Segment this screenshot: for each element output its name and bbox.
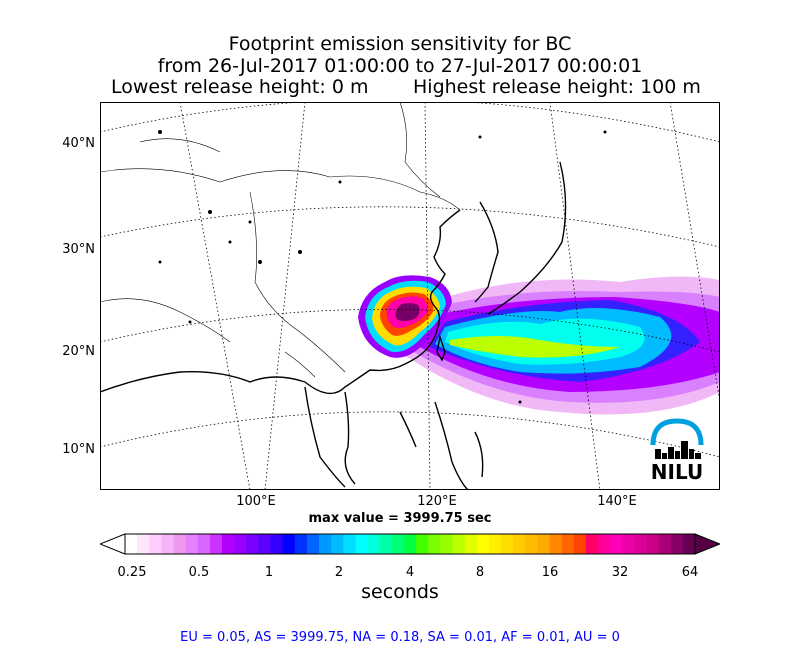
colorbar-segment <box>428 534 441 554</box>
colorbar-segment <box>585 534 599 554</box>
colorbar-segment <box>670 534 684 554</box>
colorbar-segment <box>440 534 453 554</box>
colorbar <box>100 533 720 555</box>
colorbar-segment <box>125 534 138 554</box>
colorbar-segment <box>549 534 563 554</box>
nilu-logo: NILU <box>650 418 704 483</box>
colorbar-segment <box>682 534 696 554</box>
lowest-release-height: Lowest release height: 0 m <box>111 76 369 98</box>
lat-label-30n: 30°N <box>62 242 95 257</box>
footprint-map <box>100 102 720 490</box>
colorbar-max-extend <box>694 533 720 555</box>
colorbar-segment <box>403 534 417 554</box>
colorbar-segment <box>525 534 538 554</box>
colorbar-tick-1: 1 <box>264 565 274 580</box>
country-borders <box>100 102 461 378</box>
colorbar-segment <box>282 534 296 554</box>
colorbar-segment <box>561 534 575 554</box>
emission-plume <box>358 275 720 415</box>
colorbar-segment <box>488 534 502 554</box>
colorbar-segment <box>197 534 211 554</box>
islands <box>158 130 607 404</box>
colorbar-segment <box>416 534 429 554</box>
colorbar-segment <box>367 534 381 554</box>
lat-label-20n: 20°N <box>62 344 95 359</box>
colorbar-segment <box>234 534 247 554</box>
colorbar-tick-64: 64 <box>681 565 699 580</box>
colorbar-segment <box>610 534 623 554</box>
colorbar-tick-32: 32 <box>611 565 629 580</box>
colorbar-segment <box>379 534 393 554</box>
highest-release-height: Highest release height: 100 m <box>413 76 701 98</box>
colorbar-segment <box>464 534 478 554</box>
colorbar-segment <box>331 534 344 554</box>
colorbar-segment <box>452 534 466 554</box>
colorbar-segment <box>270 534 284 554</box>
colorbar-segment <box>537 534 550 554</box>
colorbar-tick-0-5: 0.5 <box>188 565 210 580</box>
colorbar-units: seconds <box>361 581 439 603</box>
colorbar-segment <box>634 534 647 554</box>
colorbar-segment <box>319 534 332 554</box>
colorbar-segment <box>343 534 356 554</box>
colorbar-tick-16: 16 <box>541 565 559 580</box>
colorbar-tick-4: 4 <box>405 565 415 580</box>
colorbar-tick-0-25: 0.25 <box>117 565 147 580</box>
logo-text: NILU <box>651 460 703 483</box>
colorbar-segment <box>137 534 150 554</box>
colorbar-segment <box>161 534 175 554</box>
colorbar-border <box>124 533 696 555</box>
colorbar-segment <box>646 534 660 554</box>
colorbar-segment <box>209 534 223 554</box>
colorbar-segment <box>149 534 162 554</box>
colorbar-segment <box>222 534 235 554</box>
colorbar-segment <box>306 534 320 554</box>
lon-label-100e: 100°E <box>236 494 276 509</box>
colorbar-min-extend <box>100 533 126 555</box>
colorbar-segment <box>573 534 587 554</box>
colorbar-segment <box>258 534 272 554</box>
colorbar-segment <box>246 534 259 554</box>
colorbar-segment <box>294 534 308 554</box>
colorbar-segment <box>185 534 199 554</box>
colorbar-tick-8: 8 <box>475 565 485 580</box>
colorbar-segment <box>355 534 369 554</box>
chart-title: Footprint emission sensitivity for BC <box>228 33 572 55</box>
graticule <box>100 102 720 490</box>
colorbar-segment <box>597 534 611 554</box>
max-value-label: max value = 3999.75 sec <box>308 511 492 526</box>
colorbar-segment <box>658 534 672 554</box>
lon-label-120e: 120°E <box>417 494 457 509</box>
chart-date-range: from 26-Jul-2017 01:00:00 to 27-Jul-2017… <box>157 55 643 77</box>
colorbar-tick-2: 2 <box>334 565 344 580</box>
colorbar-segment <box>500 534 514 554</box>
colorbar-segment <box>391 534 405 554</box>
region-summary: EU = 0.05, AS = 3999.75, NA = 0.18, SA =… <box>180 630 620 645</box>
lat-label-10n: 10°N <box>62 442 95 457</box>
colorbar-segment <box>173 534 187 554</box>
colorbar-segment <box>513 534 526 554</box>
lat-label-40n: 40°N <box>62 136 95 151</box>
colorbar-segment <box>476 534 490 554</box>
lon-label-140e: 140°E <box>597 494 637 509</box>
colorbar-segment <box>622 534 635 554</box>
coastlines <box>100 161 567 490</box>
